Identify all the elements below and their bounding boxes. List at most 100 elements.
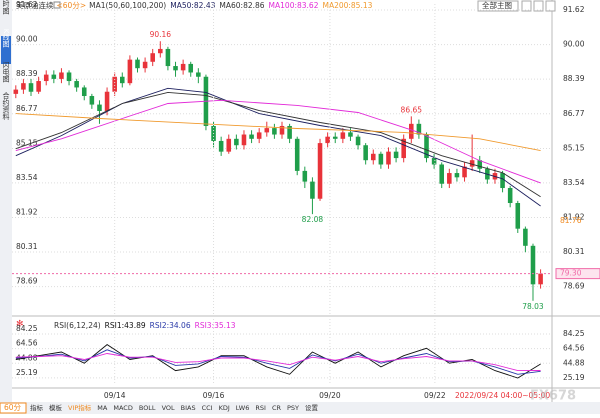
toolbar-tab[interactable]: VIP指标 — [68, 403, 92, 412]
y-tick-label-right: 88.39 — [563, 74, 585, 83]
legend-icon — [53, 1, 61, 9]
candle-body — [538, 273, 543, 285]
symbol: 美原油连续 — [16, 0, 54, 10]
menu-button[interactable] — [477, 0, 519, 12]
candle-body — [249, 134, 254, 139]
toolbar-tab[interactable]: BOLL — [139, 404, 156, 412]
sidebar-tab[interactable]: 分时图 — [2, 0, 10, 16]
watermark: FX678 — [530, 389, 576, 404]
y-tick-label-right: 81.92 — [563, 213, 585, 222]
candle-body — [515, 203, 521, 229]
sidebar-tab[interactable]: 合约资料 — [2, 91, 10, 121]
candle-body — [74, 81, 79, 88]
sidebar-active — [1, 36, 11, 64]
toolbar-tab[interactable]: BIAS — [181, 404, 196, 412]
toolbar-tab[interactable]: MA — [97, 404, 108, 412]
last-price-label: 79.30 — [560, 269, 582, 278]
candle-body — [325, 136, 330, 144]
candle-body — [150, 53, 155, 62]
candle-body — [294, 138, 300, 171]
candle-body — [462, 166, 467, 178]
y-tick-label-right: 44.88 — [563, 358, 585, 367]
candle-body — [454, 173, 460, 178]
y-tick-label-left: 90.00 — [16, 35, 38, 44]
x-tick-label: 09/20 — [319, 391, 341, 400]
series-line — [15, 113, 541, 152]
candle-body — [317, 143, 323, 199]
candle-body — [13, 89, 19, 94]
series-line — [15, 99, 541, 184]
series-line — [15, 87, 541, 207]
legend-entry: RSI3:35.13 — [195, 321, 236, 330]
period-selector[interactable]: 60分 — [4, 403, 22, 412]
candle-body — [43, 74, 49, 82]
y-tick-label-left: 25.19 — [16, 368, 38, 377]
series-line — [15, 344, 541, 379]
x-tick-label: 09/14 — [104, 391, 126, 400]
y-tick-label-right: 64.56 — [563, 344, 585, 353]
extreme-label: 90.16 — [150, 30, 172, 39]
candle-body — [104, 91, 110, 111]
x-tick-label: 09/16 — [203, 391, 225, 400]
toolbar-tab[interactable]: CCI — [202, 404, 213, 412]
toolbar-tab[interactable]: CR — [272, 404, 282, 412]
toolbar-tab[interactable]: PSY — [287, 404, 299, 412]
x-tick-label: 09/22 — [424, 391, 446, 400]
toolbar-tab[interactable]: KDJ — [219, 404, 230, 412]
candle-body — [135, 59, 140, 69]
y-tick-label-right: 25.19 — [563, 373, 585, 382]
candle-body — [142, 61, 148, 69]
icon-button[interactable] — [545, 0, 556, 12]
candle-body — [51, 74, 57, 79]
toolbar-tab[interactable]: VOL — [162, 404, 175, 412]
icon-button[interactable] — [533, 0, 544, 12]
toolbar-tab[interactable]: LW6 — [236, 404, 250, 412]
legend-entry: MA60:82.86 — [219, 1, 264, 10]
candle-body — [264, 128, 270, 133]
candle-body — [332, 136, 338, 139]
candle-body — [165, 48, 171, 67]
candle-body — [469, 160, 475, 167]
legend-entry: RSI2:34.06 — [150, 321, 191, 330]
candle-body — [173, 66, 178, 71]
candle-body — [97, 104, 102, 111]
toolbar-tab[interactable]: 模板 — [49, 403, 63, 412]
candle-body — [363, 145, 368, 161]
candle-body — [477, 160, 483, 169]
period-button[interactable] — [0, 402, 27, 414]
candle-body — [416, 123, 422, 135]
sidebar-tab[interactable]: K线图 — [2, 29, 10, 49]
y-tick-label-left: 91.62 — [16, 0, 38, 9]
candle-body — [401, 138, 406, 159]
last-price-box — [555, 268, 600, 280]
candle-body — [188, 63, 194, 73]
settings-icon[interactable]: ✻ — [16, 320, 24, 330]
candle-body — [378, 153, 384, 165]
candle-body — [218, 140, 224, 152]
candle-body — [196, 72, 201, 77]
icon-button[interactable] — [521, 0, 532, 12]
menu-label[interactable]: 全部主图 — [482, 0, 512, 10]
panel-title: MA1(50,60,100,200) — [89, 1, 166, 10]
toolbar-tab[interactable]: MACD — [113, 404, 132, 412]
y-tick-label-right: 80.31 — [563, 247, 585, 256]
y-tick-label-right: 84.25 — [563, 329, 585, 338]
toolbar-tab[interactable]: 指标 — [30, 403, 44, 412]
candle-body — [310, 181, 315, 199]
candle-body — [89, 96, 95, 105]
sidebar — [0, 0, 12, 402]
sidebar-tab[interactable]: 闪电图 — [2, 61, 10, 84]
candle-body — [241, 134, 247, 146]
y-tick-label-left: 88.39 — [16, 69, 38, 78]
toolbar-tab[interactable]: 设置 — [305, 403, 319, 412]
candle-body — [386, 151, 391, 165]
candle-body — [234, 138, 239, 146]
candle-body — [370, 153, 376, 161]
toolbar-tab[interactable]: RSI — [255, 404, 266, 412]
candle-body — [158, 48, 163, 54]
candle-body — [287, 125, 292, 139]
candle-body — [36, 81, 41, 92]
toolbar — [0, 402, 600, 414]
